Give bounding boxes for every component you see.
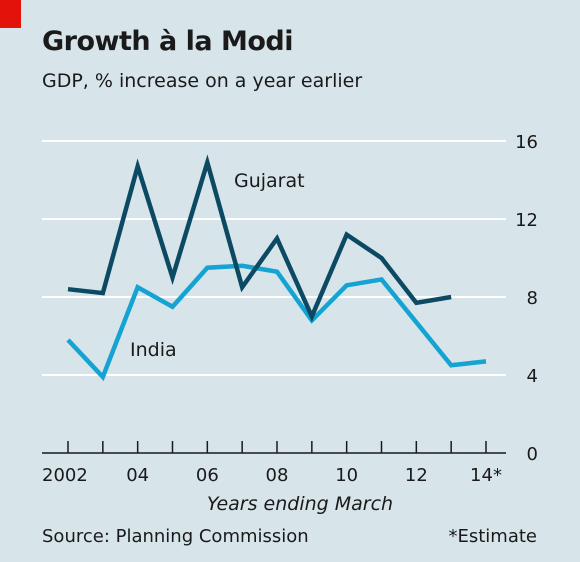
x-tick-label: 04 (126, 465, 149, 486)
chart-title: Growth à la Modi (42, 26, 294, 57)
accent-tab (0, 0, 21, 28)
y-tick-label: 12 (515, 210, 538, 231)
y-tick-label: 0 (527, 444, 538, 465)
y-tick-label: 4 (527, 366, 538, 387)
chart-subtitle: GDP, % increase on a year earlier (42, 70, 363, 92)
y-tick-label: 16 (515, 132, 538, 153)
series-line-gujarat (67, 154, 452, 323)
x-tick-label: 10 (335, 465, 358, 486)
x-tick-label: 08 (266, 465, 289, 486)
source-note: Source: Planning Commission (42, 526, 309, 547)
series-line-india (66, 263, 487, 382)
y-tick-label: 8 (527, 288, 538, 309)
x-axis-label: Years ending March (206, 493, 394, 515)
series-label-gujarat: Gujarat (234, 170, 305, 192)
x-tick-label: 06 (196, 465, 219, 486)
estimate-note: *Estimate (448, 526, 537, 547)
series-label-india: India (130, 339, 177, 361)
x-tick-label: 14* (470, 465, 502, 486)
x-tick-label: 2002 (42, 465, 88, 486)
x-tick-label: 12 (405, 465, 428, 486)
